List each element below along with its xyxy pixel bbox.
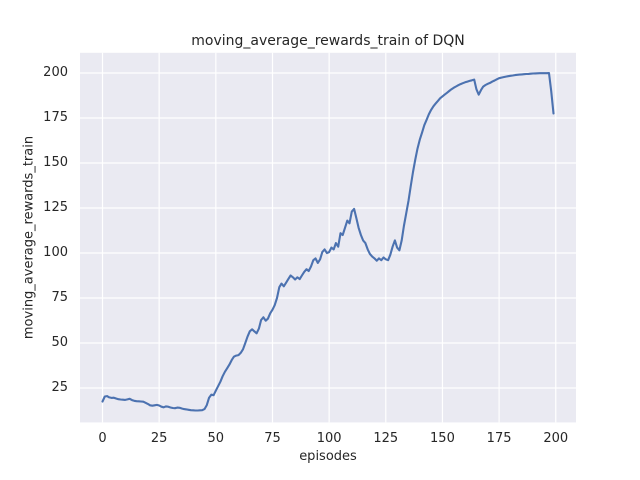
x-tick-label: 50 (207, 431, 225, 446)
y-tick-label: 25 (51, 380, 68, 395)
x-tick-label: 150 (430, 431, 455, 446)
y-axis-label: moving_average_rewards_train (21, 135, 37, 340)
x-tick-label: 0 (98, 431, 107, 446)
x-tick-label: 200 (543, 431, 569, 446)
x-tick-label: 175 (486, 431, 512, 446)
y-tick-label: 75 (51, 289, 68, 305)
y-tick-label: 200 (43, 64, 68, 80)
x-tick-label: 75 (264, 431, 281, 446)
x-tick-label: 100 (316, 431, 342, 446)
reward-line-series (101, 72, 555, 412)
y-tick-label: 125 (43, 199, 68, 215)
axes-background (80, 52, 576, 423)
x-axis-label: episodes (299, 449, 357, 464)
y-tick-label: 100 (43, 244, 68, 260)
x-tick-label: 25 (150, 431, 168, 446)
x-tick-label: 125 (373, 431, 399, 446)
chart-title: moving_average_rewards_train of DQN (191, 33, 465, 49)
y-tick-label: 150 (43, 154, 68, 170)
y-tick-label: 50 (51, 335, 68, 350)
y-tick-label: 175 (43, 109, 68, 125)
